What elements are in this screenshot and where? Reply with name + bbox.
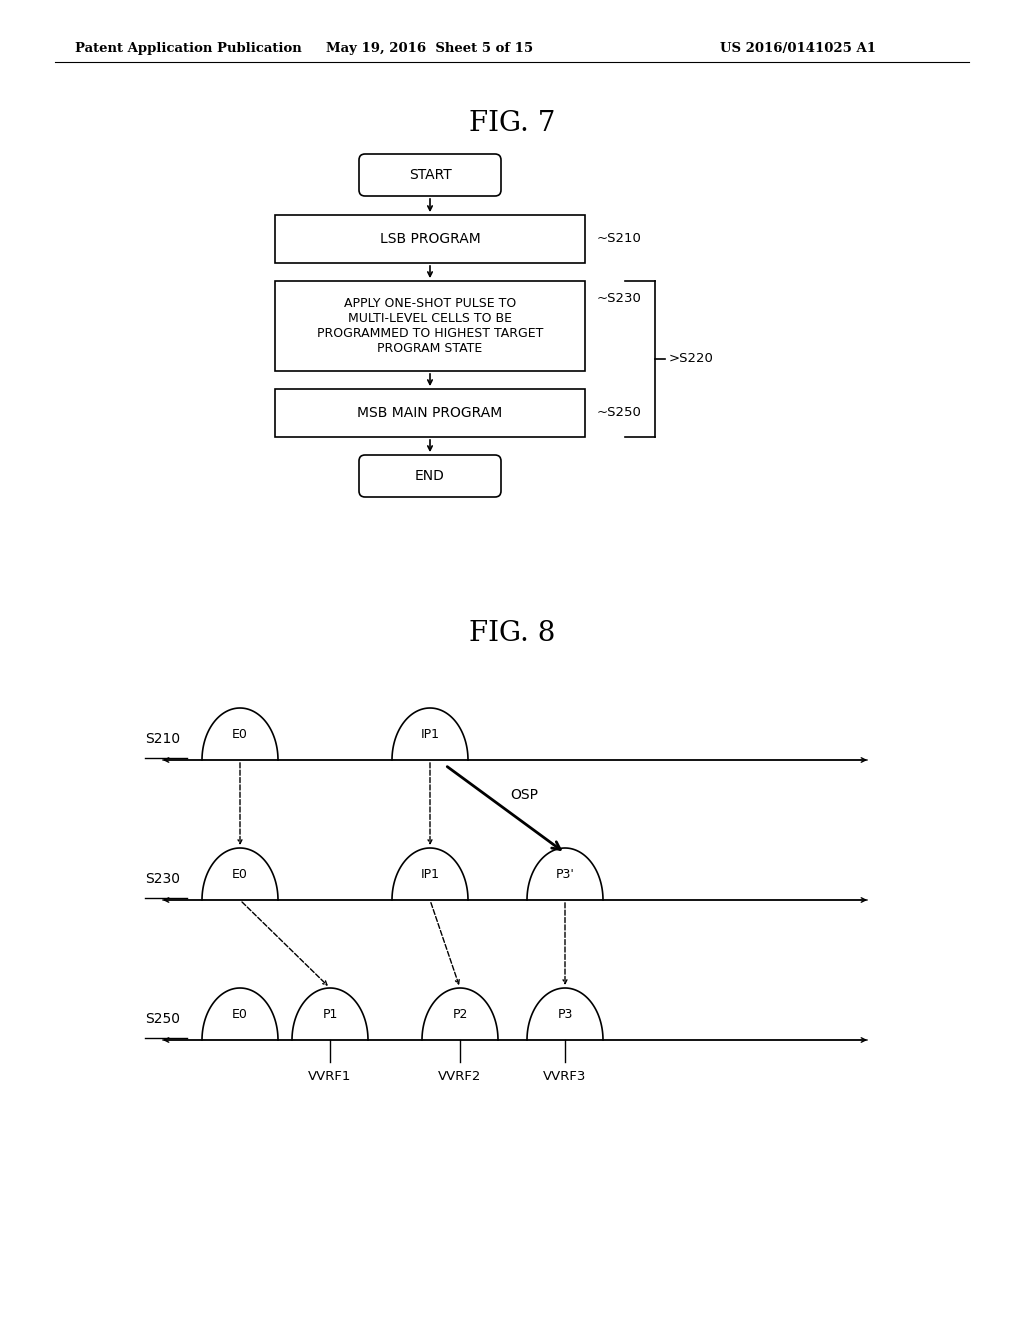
Text: IP1: IP1	[421, 867, 439, 880]
Text: P3: P3	[557, 1007, 572, 1020]
Text: ~S230: ~S230	[597, 293, 642, 305]
Text: S230: S230	[145, 873, 180, 886]
Text: FIG. 7: FIG. 7	[469, 110, 555, 137]
Text: S250: S250	[145, 1012, 180, 1026]
FancyBboxPatch shape	[359, 154, 501, 195]
Bar	[275, 389, 585, 437]
Text: ~S250: ~S250	[597, 407, 642, 420]
Text: IP1: IP1	[421, 727, 439, 741]
Text: S210: S210	[145, 733, 180, 746]
Text: May 19, 2016  Sheet 5 of 15: May 19, 2016 Sheet 5 of 15	[327, 42, 534, 55]
Text: E0: E0	[232, 867, 248, 880]
Text: FIG. 8: FIG. 8	[469, 620, 555, 647]
Text: VVRF2: VVRF2	[438, 1071, 481, 1082]
Text: P1: P1	[323, 1007, 338, 1020]
Text: APPLY ONE-SHOT PULSE TO
MULTI-LEVEL CELLS TO BE
PROGRAMMED TO HIGHEST TARGET
PRO: APPLY ONE-SHOT PULSE TO MULTI-LEVEL CELL…	[316, 297, 543, 355]
Text: VVRF1: VVRF1	[308, 1071, 351, 1082]
Text: US 2016/0141025 A1: US 2016/0141025 A1	[720, 42, 876, 55]
Text: END: END	[415, 469, 445, 483]
Text: OSP: OSP	[510, 788, 538, 803]
Text: ~S210: ~S210	[597, 232, 642, 246]
Text: >S220: >S220	[669, 352, 714, 366]
Text: P3': P3'	[556, 867, 574, 880]
Text: LSB PROGRAM: LSB PROGRAM	[380, 232, 480, 246]
Text: P2: P2	[453, 1007, 468, 1020]
Text: E0: E0	[232, 727, 248, 741]
FancyBboxPatch shape	[359, 455, 501, 498]
Text: Patent Application Publication: Patent Application Publication	[75, 42, 302, 55]
Text: E0: E0	[232, 1007, 248, 1020]
Text: MSB MAIN PROGRAM: MSB MAIN PROGRAM	[357, 407, 503, 420]
Bar	[275, 215, 585, 263]
Text: START: START	[409, 168, 452, 182]
Bar	[275, 281, 585, 371]
Text: VVRF3: VVRF3	[544, 1071, 587, 1082]
